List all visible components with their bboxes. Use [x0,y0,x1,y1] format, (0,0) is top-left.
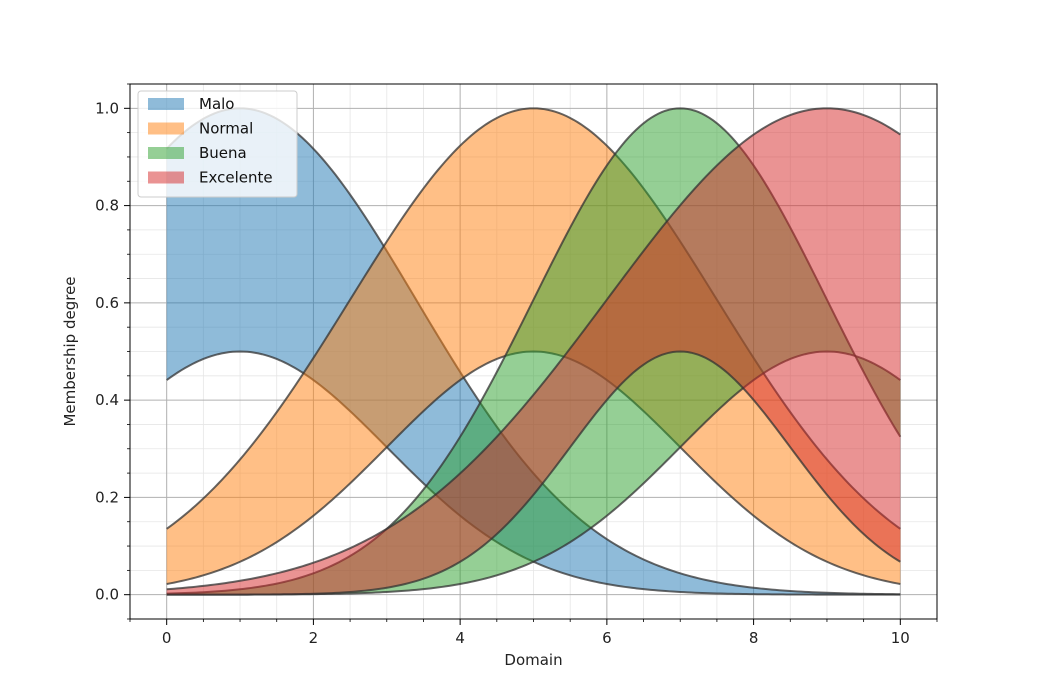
legend-label-malo: Malo [199,95,234,113]
x-tick-label: 6 [602,629,612,647]
x-axis-label: Domain [504,651,562,669]
band-excelente [166,108,901,595]
axes-frame [129,83,938,620]
legend-swatch-malo [148,98,184,110]
band-malo [166,108,901,595]
legend-label-excelente: Excelente [199,169,273,187]
legend-label-buena: Buena [199,144,247,162]
y-tick-label: 0.2 [95,488,119,506]
legend-label-normal: Normal [199,120,253,138]
legend-swatch-normal [148,122,184,135]
y-tick-label: 1.0 [95,99,119,117]
x-tick-label: 8 [749,629,759,647]
plot-area: 0 2 4 6 8 10 0.0 0.2 0.4 0.6 0.8 1.0 [95,83,938,647]
y-tick-label: 0.4 [95,391,119,409]
x-tick-label: 0 [162,629,172,647]
lower-curve-excelente [166,350,901,596]
x-tick-label: 4 [455,629,465,647]
legend-swatch-buena [148,147,184,159]
upper-curve-excelente [166,107,901,591]
x-tick-label: 10 [891,629,910,647]
legend-swatch-excelente [148,171,184,184]
x-tick-label: 2 [309,629,319,647]
y-tick-label: 0.6 [95,294,119,312]
legend: Malo Normal Buena Excelente [137,90,298,198]
y-tick-label: 0.0 [95,586,119,604]
legend-box [137,90,298,198]
y-tick-label: 0.8 [95,197,119,215]
y-axis-label: Membership degree [61,276,79,426]
